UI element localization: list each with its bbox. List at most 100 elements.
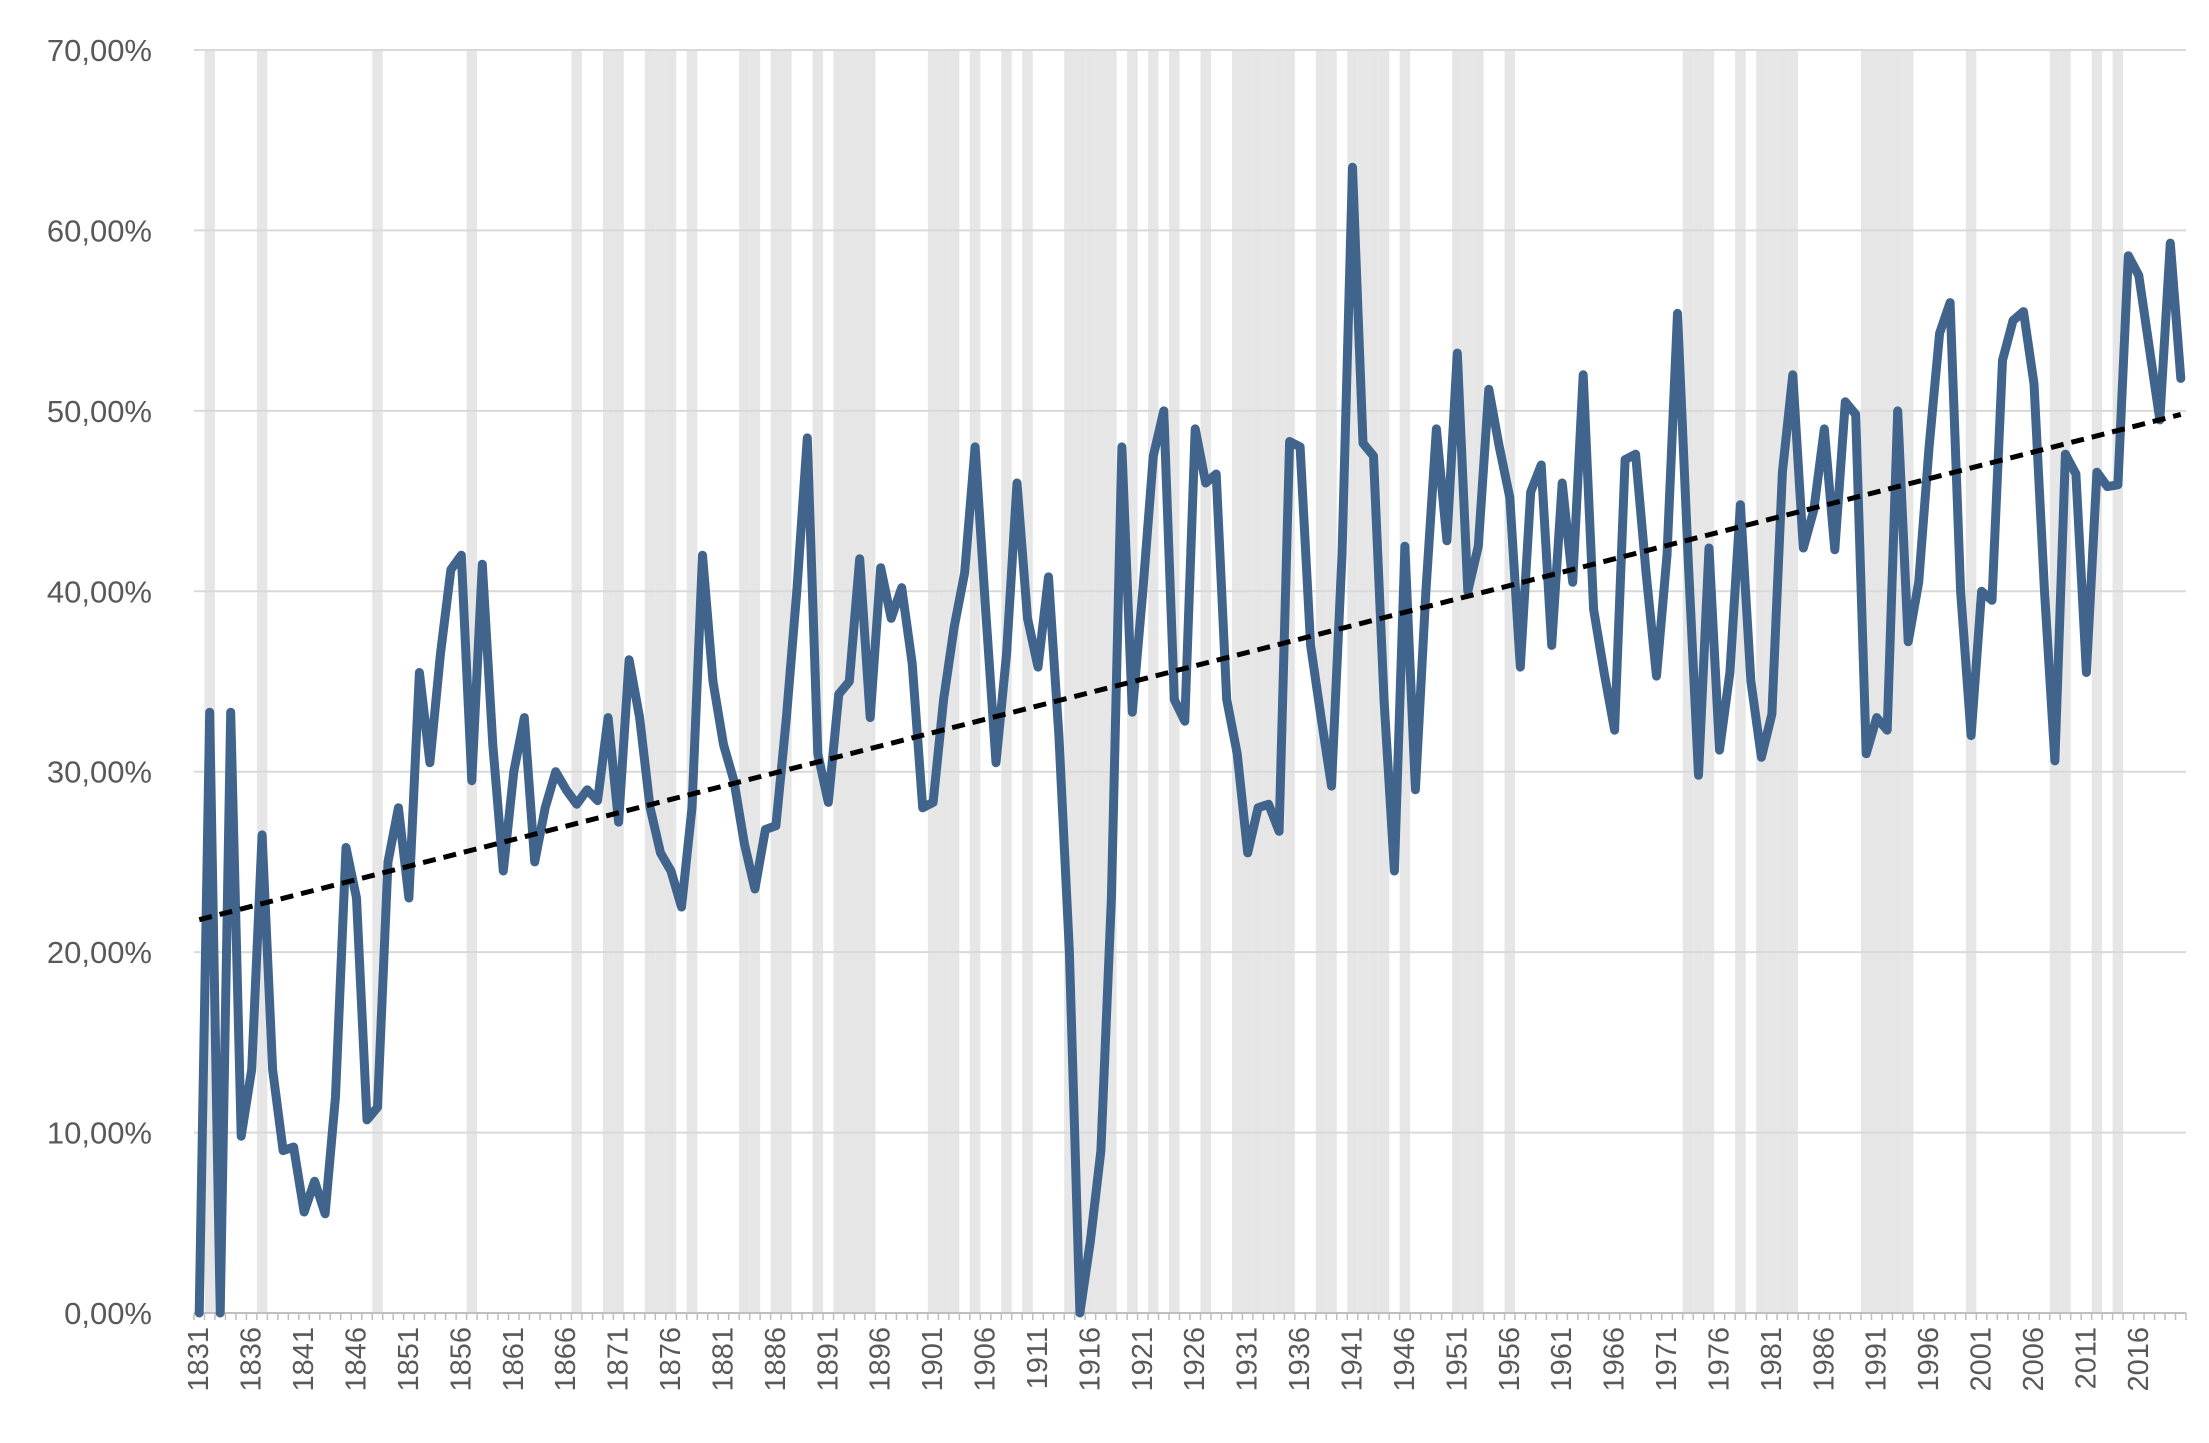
x-tick-label: 1846 — [341, 1327, 373, 1392]
data-point-1958 — [1529, 490, 1533, 494]
data-point-1961 — [1560, 481, 1564, 485]
data-point-1969 — [1644, 571, 1648, 575]
y-tick-label: 0,00% — [64, 1296, 152, 1331]
data-point-1951 — [1455, 351, 1459, 355]
shaded-band-1927 — [1200, 50, 1211, 1313]
data-point-1975 — [1707, 546, 1711, 550]
data-point-1933 — [1267, 802, 1271, 806]
data-point-2012 — [2095, 470, 2099, 474]
x-tick-label: 2011 — [2070, 1327, 2102, 1389]
data-point-1930 — [1235, 752, 1239, 756]
data-point-2002 — [1990, 598, 1994, 602]
data-point-1949 — [1434, 427, 1438, 431]
data-point-1941 — [1351, 165, 1355, 169]
data-point-1862 — [522, 716, 526, 720]
data-point-1843 — [323, 1212, 327, 1216]
data-point-1901 — [931, 800, 935, 804]
x-tick-label: 1926 — [1179, 1327, 1211, 1392]
data-point-1866 — [564, 788, 568, 792]
data-point-2000 — [1969, 734, 1973, 738]
data-point-1954 — [1487, 387, 1491, 391]
shaded-band-2014 — [2112, 50, 2124, 1313]
shaded-band-2012 — [2091, 50, 2103, 1313]
data-point-1864 — [543, 806, 547, 810]
x-tick-label: 1951 — [1441, 1327, 1473, 1392]
data-point-1945 — [1392, 869, 1396, 873]
data-point-1959 — [1539, 463, 1543, 467]
data-point-1983 — [1791, 373, 1795, 377]
data-point-1848 — [375, 1105, 379, 1109]
data-point-1946 — [1403, 544, 1407, 548]
data-point-1873 — [638, 716, 642, 720]
data-point-1991 — [1875, 716, 1879, 720]
data-point-1911 — [1036, 665, 1040, 669]
data-point-1968 — [1634, 452, 1638, 456]
y-tick-label: 70,00% — [47, 33, 152, 68]
y-tick-label: 20,00% — [47, 935, 152, 970]
data-point-1992 — [1885, 728, 1889, 732]
data-point-1937 — [1309, 643, 1313, 647]
data-point-1855 — [449, 568, 453, 572]
data-point-1835 — [239, 1134, 243, 1138]
data-point-1947 — [1413, 788, 1417, 792]
data-point-1931 — [1246, 851, 1250, 855]
shaded-band-1978 — [1735, 50, 1746, 1313]
data-point-1993 — [1896, 409, 1900, 413]
data-point-1962 — [1571, 580, 1575, 584]
x-tick-label: 1966 — [1599, 1327, 1631, 1392]
data-point-1916 — [1088, 1239, 1092, 1243]
data-point-1999 — [1959, 589, 1963, 593]
shaded-band-1942 — [1357, 50, 1369, 1313]
data-point-1850 — [396, 806, 400, 810]
data-point-1966 — [1613, 728, 1617, 732]
data-point-1893 — [847, 680, 851, 684]
data-point-1950 — [1445, 539, 1449, 543]
data-point-1861 — [512, 770, 516, 774]
data-point-2001 — [1980, 589, 1984, 593]
shaded-band-1938 — [1315, 50, 1327, 1313]
x-tick-label: 1931 — [1232, 1327, 1264, 1392]
data-point-1995 — [1917, 580, 1921, 584]
data-point-1924 — [1172, 698, 1176, 702]
data-point-1875 — [659, 851, 663, 855]
data-point-1997 — [1938, 331, 1942, 335]
shaded-band-1930 — [1231, 50, 1243, 1313]
data-point-1869 — [596, 799, 600, 803]
x-tick-label: 1851 — [393, 1327, 425, 1392]
data-point-1922 — [1151, 454, 1155, 458]
data-point-1918 — [1109, 896, 1113, 900]
data-point-1858 — [480, 562, 484, 566]
data-point-1879 — [700, 553, 704, 557]
data-point-1973 — [1686, 553, 1690, 557]
x-tick-label: 2006 — [2018, 1327, 2050, 1392]
data-point-1890 — [816, 752, 820, 756]
data-point-1845 — [344, 845, 348, 849]
shaded-band-1943 — [1368, 50, 1379, 1313]
series-line — [194, 162, 2186, 1318]
data-point-1904 — [963, 571, 967, 575]
data-point-1906 — [984, 607, 988, 611]
x-tick-label: 1881 — [707, 1327, 739, 1392]
data-point-1860 — [501, 869, 505, 873]
data-point-1842 — [313, 1179, 317, 1183]
x-tick-label: 1961 — [1546, 1327, 1578, 1392]
x-tick-label: 1871 — [603, 1327, 635, 1392]
shaded-band-1939 — [1326, 50, 1337, 1313]
data-point-1985 — [1812, 508, 1816, 512]
data-point-1974 — [1696, 773, 1700, 777]
data-point-1895 — [868, 716, 872, 720]
data-point-1928 — [1214, 472, 1218, 476]
shaded-band-1914 — [1064, 50, 1075, 1313]
x-tick-label: 1981 — [1756, 1327, 1788, 1392]
data-point-2018 — [2158, 418, 2162, 422]
data-point-1831 — [197, 1311, 201, 1315]
shaded-band-1832 — [204, 50, 215, 1313]
data-point-1939 — [1330, 784, 1334, 788]
shaded-band-1994 — [1902, 50, 1914, 1313]
shaded-band-1848 — [372, 50, 383, 1313]
data-point-2013 — [2105, 485, 2109, 489]
y-tick-label: 50,00% — [47, 394, 152, 429]
x-tick-label: 1886 — [760, 1327, 792, 1392]
shaded-band-1892 — [833, 50, 845, 1313]
data-point-1988 — [1843, 400, 1847, 404]
